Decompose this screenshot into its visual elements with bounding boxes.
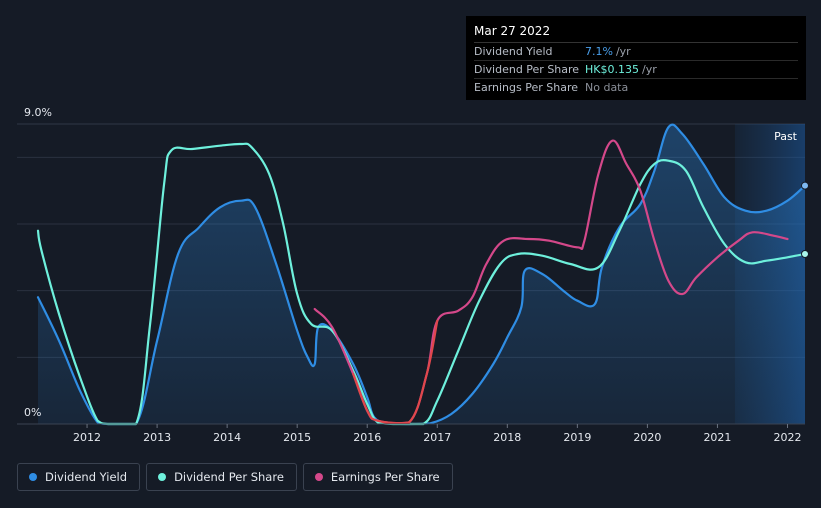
- past-label: Past: [774, 130, 798, 143]
- tooltip-key: Dividend Yield: [474, 45, 553, 58]
- legend-item-dividend-yield[interactable]: Dividend Yield: [17, 463, 141, 491]
- x-tick-label: 2018: [493, 431, 521, 444]
- y-axis-min-label: 0%: [24, 406, 41, 419]
- legend-label: Dividend Yield: [45, 470, 128, 484]
- legend-label: Earnings Per Share: [330, 470, 440, 484]
- x-tick-label: 2013: [143, 431, 171, 444]
- x-tick-label: 2017: [423, 431, 451, 444]
- series-area-dividend-yield: [38, 124, 805, 424]
- x-tick-label: 2019: [563, 431, 591, 444]
- legend-label: Dividend Per Share: [174, 470, 284, 484]
- tooltip-row-dividend-yield: Dividend Yield 7.1% /yr: [474, 43, 798, 61]
- legend-dot-icon: [314, 473, 323, 481]
- x-tick-label: 2015: [283, 431, 311, 444]
- series-end-point-dividend-per-share: [801, 250, 809, 258]
- tooltip-date: Mar 27 2022: [474, 22, 798, 43]
- x-tick-label: 2016: [353, 431, 381, 444]
- tooltip-value: HK$0.135: [585, 63, 639, 76]
- tooltip-value: No data: [585, 81, 629, 94]
- tooltip-row-dividend-per-share: Dividend Per Share HK$0.135 /yr: [474, 61, 798, 79]
- tooltip-row-earnings-per-share: Earnings Per Share No data: [474, 79, 798, 96]
- x-axis: 2012 2013 2014 2015 2016 2017 2018 2019 2020 2021…: [17, 423, 805, 444]
- tooltip-unit: /yr: [615, 45, 631, 58]
- tooltip: Mar 27 2022 Dividend Yield 7.1% /yr Divi…: [466, 16, 806, 100]
- series-end-point-dividend-yield: [801, 181, 809, 190]
- y-axis-max-label: 9.0%: [24, 106, 52, 119]
- legend-item-dividend-per-share[interactable]: Dividend Per Share: [146, 463, 297, 491]
- series-group: [36, 123, 809, 426]
- legend-item-earnings-per-share[interactable]: Earnings Per Share: [302, 463, 453, 491]
- legend: Dividend Yield Dividend Per Share Earnin…: [17, 463, 453, 491]
- x-tick-label: 2021: [703, 431, 731, 444]
- tooltip-key: Dividend Per Share: [474, 63, 580, 76]
- x-tick-label: 2020: [633, 431, 661, 444]
- tooltip-unit: /yr: [641, 63, 657, 76]
- x-tick-label: 2022: [773, 431, 801, 444]
- series-line-dividend-per-share: [36, 142, 807, 426]
- legend-dot-icon: [29, 473, 37, 481]
- legend-dot-icon: [158, 473, 167, 481]
- x-tick-label: 2014: [213, 431, 241, 444]
- series-line-earnings-per-share-low-segment: [352, 319, 439, 425]
- x-tick-label: 2012: [73, 431, 101, 444]
- tooltip-value: 7.1%: [585, 45, 613, 58]
- tooltip-key: Earnings Per Share: [474, 81, 579, 94]
